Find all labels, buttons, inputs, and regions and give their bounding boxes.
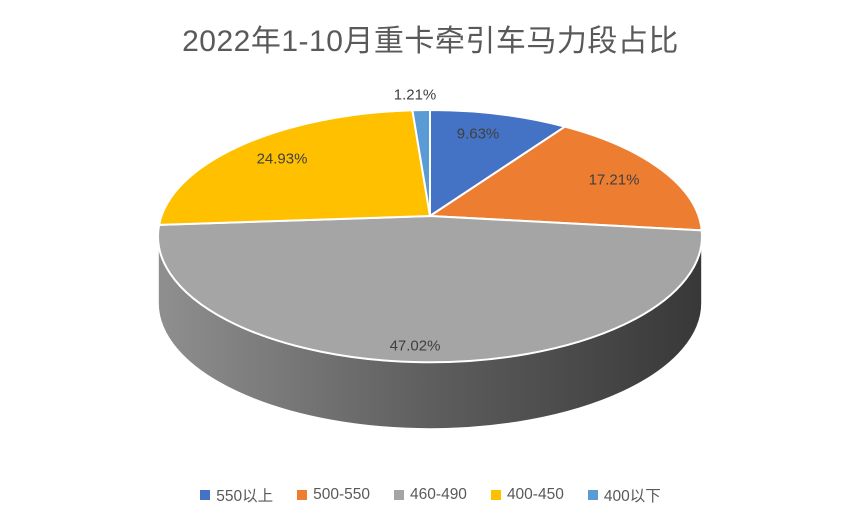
legend-item-400-450[interactable]: 400-450 xyxy=(490,486,564,504)
legend-marker-icon xyxy=(200,490,211,500)
legend-item-400以下[interactable]: 400以下 xyxy=(587,484,661,506)
pie-slice-4-400以下[interactable] xyxy=(411,108,431,217)
legend-label: 460-490 xyxy=(410,486,467,503)
legend-marker-icon xyxy=(587,490,598,500)
pie-slice-0-550以上[interactable] xyxy=(429,108,567,217)
legend-marker-icon xyxy=(394,490,405,500)
legend-marker-icon xyxy=(297,490,308,500)
legend-item-460-490[interactable]: 460-490 xyxy=(394,486,467,504)
legend-label: 500-550 xyxy=(313,486,371,503)
legend-label: 550以上 xyxy=(216,488,274,505)
legend-item-550以上[interactable]: 550以上 xyxy=(200,484,273,506)
pie-slice-2-460-490[interactable] xyxy=(157,215,703,364)
legend-label: 400-450 xyxy=(506,486,564,503)
legend-label: 400以下 xyxy=(603,488,661,505)
legend-item-500-550[interactable]: 500-550 xyxy=(297,486,370,504)
pie-slice-1-500-550[interactable] xyxy=(429,125,703,232)
chart-title: 2022年1-10月重卡牵引车马力段占比 xyxy=(182,25,679,58)
legend-marker-icon xyxy=(490,490,501,500)
chart-legend: 550以上 500-550 460-490 400-450 400以下 xyxy=(0,484,861,506)
pie-slice-3-400-450[interactable] xyxy=(158,109,431,226)
